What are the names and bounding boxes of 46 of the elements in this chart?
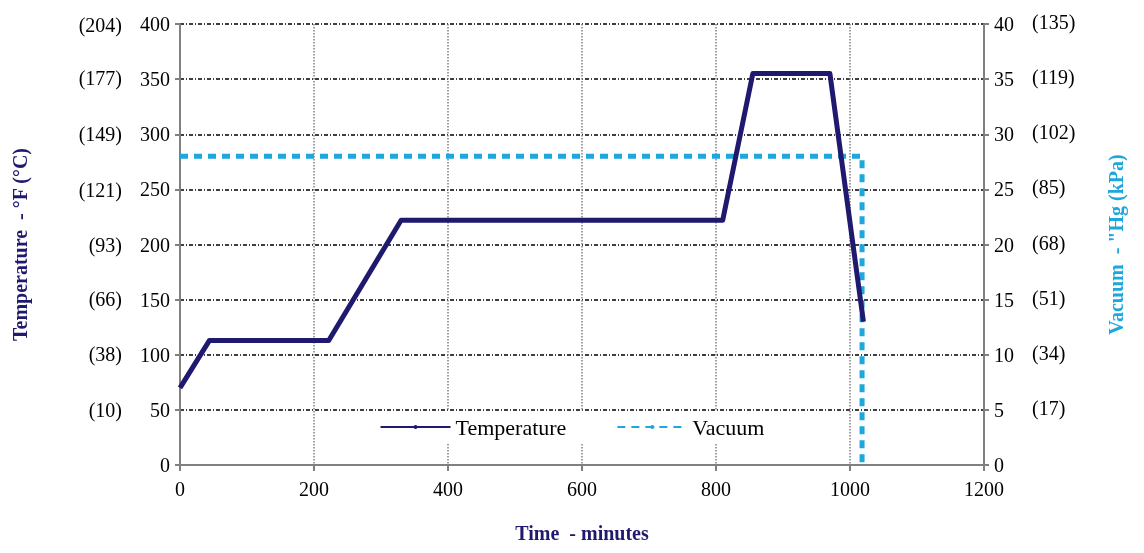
- y-tick-label: 50: [150, 398, 170, 421]
- y-tick-label: 400: [140, 13, 170, 35]
- x-tick-label: 0: [175, 478, 185, 500]
- y2-tick-label: 10: [994, 343, 1014, 366]
- y2-tick-label: 5: [994, 398, 1004, 421]
- y2-tick-label: 35: [994, 68, 1014, 91]
- x-tick-label: 1200: [964, 478, 1004, 500]
- y-tick-label: 200: [140, 233, 170, 256]
- y-tick-label: 350: [140, 68, 170, 91]
- y2-tick-label: 40: [994, 13, 1014, 35]
- x-tick-label: 200: [299, 478, 329, 500]
- y2-tick-label: 15: [994, 288, 1014, 311]
- x-tick-label: 800: [701, 478, 731, 500]
- y2-axis-title: Vacuum - "Hg (kPa): [1105, 154, 1128, 335]
- y3-tick-label: (38): [88, 343, 122, 367]
- y3-tick-label: (10): [88, 398, 122, 422]
- x-tick-label: 400: [433, 478, 463, 500]
- y-tick-label: 250: [140, 178, 170, 201]
- y-tick-label: 150: [140, 288, 170, 311]
- text: (119): [1032, 66, 1075, 90]
- y2-tick-label: 30: [994, 123, 1014, 146]
- y2-tick-label: 20: [994, 233, 1014, 256]
- y-tick-label: 0: [160, 454, 170, 476]
- legend-label: Vacuum: [692, 414, 765, 440]
- y2-tick-label: 0: [994, 454, 1004, 476]
- y3-tick-label: (177): [78, 67, 122, 91]
- text: (85): [1032, 176, 1066, 200]
- y3-tick-label: (204): [78, 13, 122, 37]
- text: (51): [1032, 286, 1066, 310]
- text: (102): [1032, 121, 1076, 145]
- y3-tick-label: (121): [78, 178, 122, 202]
- y-axis-title: Temperature - °F (°C): [9, 148, 32, 341]
- x-tick-label: 1000: [830, 478, 870, 500]
- y3-tick-label: (93): [88, 234, 122, 258]
- y3-tick-label: (66): [88, 287, 122, 311]
- y3-tick-label: (149): [78, 122, 122, 146]
- x-axis-title: Time - minutes: [515, 522, 649, 544]
- text: (135): [1032, 11, 1076, 34]
- text: (34): [1032, 341, 1066, 365]
- y2-tick-label: 25: [994, 178, 1014, 201]
- y-tick-label: 300: [140, 123, 170, 146]
- x-tick-label: 600: [567, 478, 597, 500]
- y-tick-label: 100: [140, 343, 170, 366]
- text: (17): [1032, 396, 1066, 420]
- legend-label: Temperature: [455, 414, 567, 440]
- text: (68): [1032, 231, 1066, 255]
